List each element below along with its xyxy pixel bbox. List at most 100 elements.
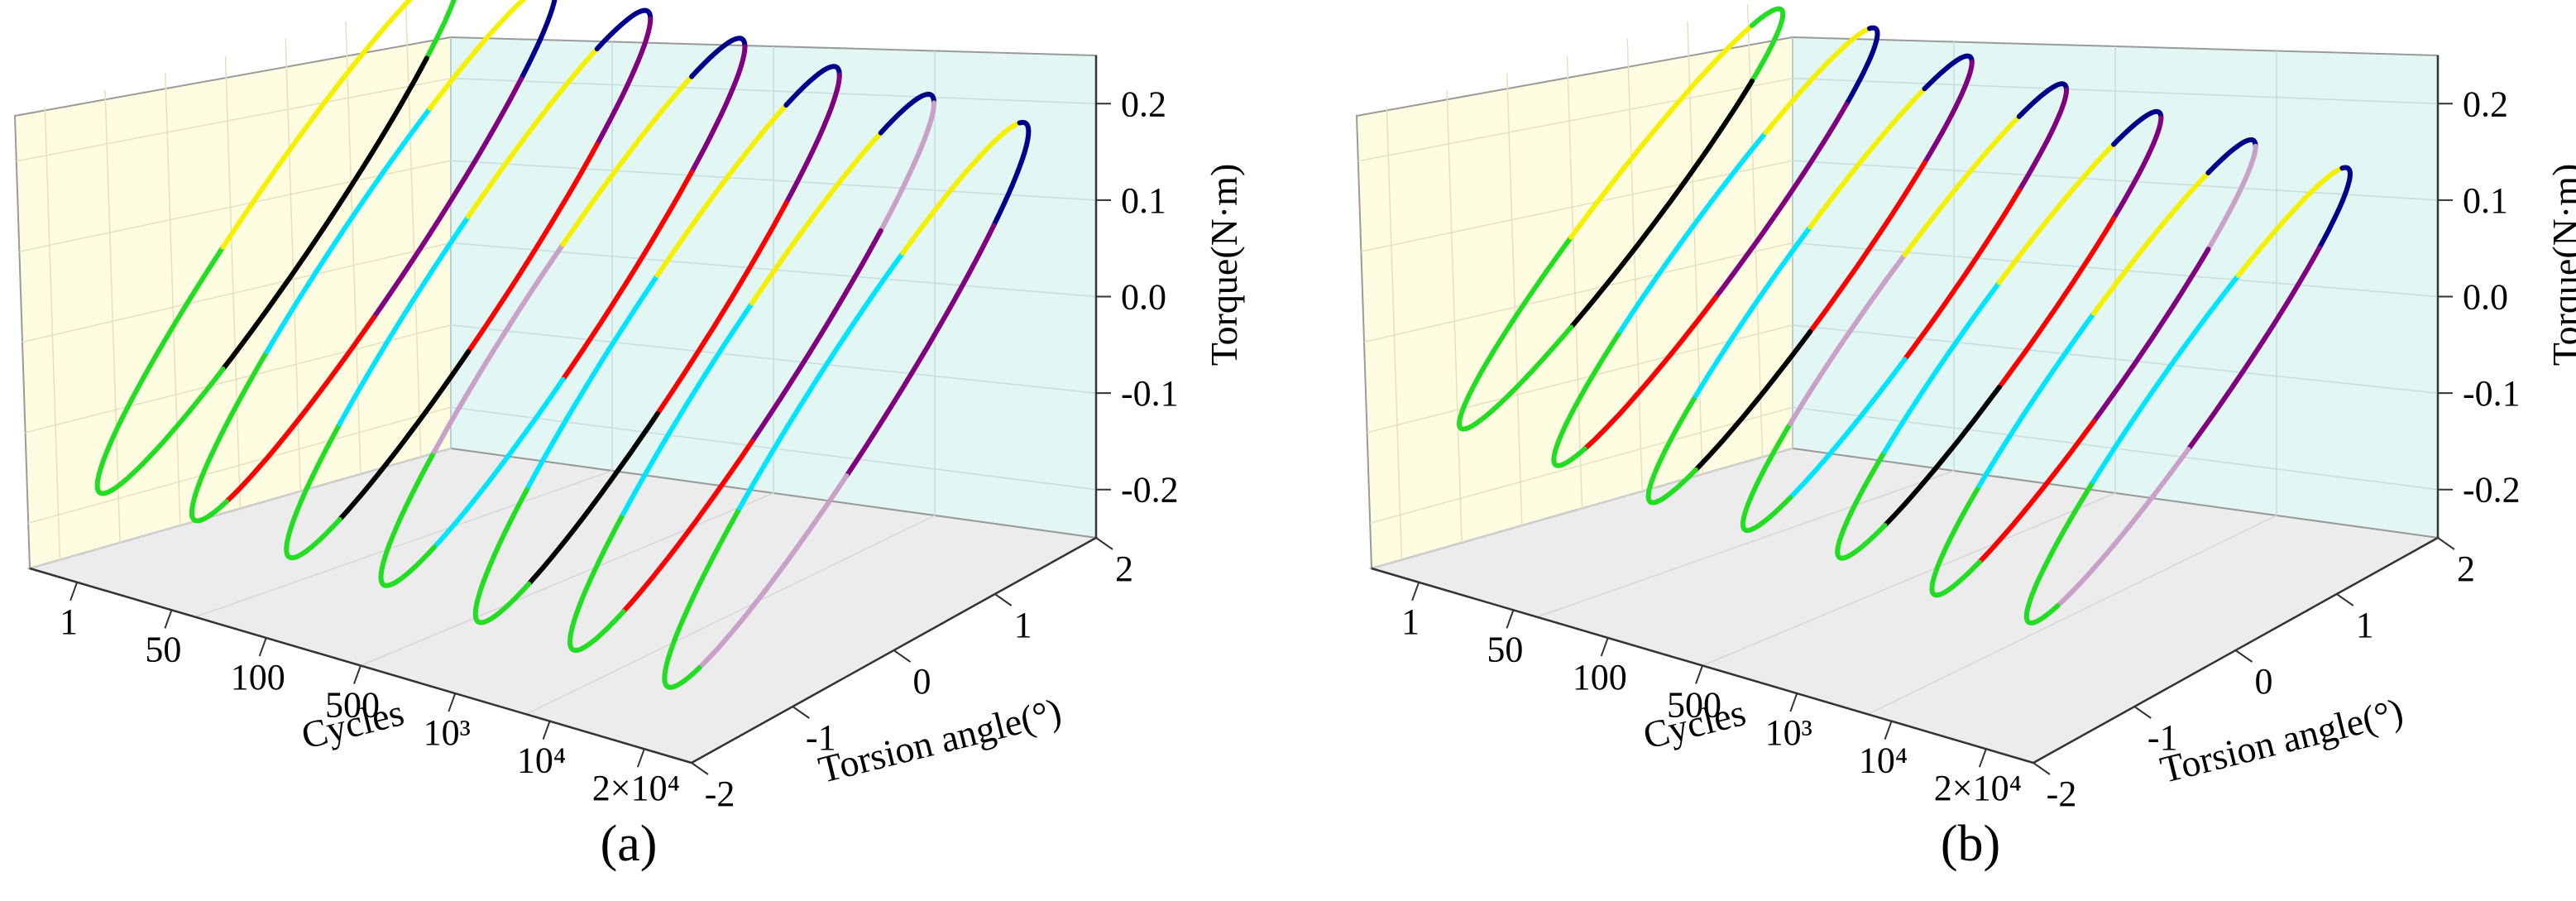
loop-4-segment <box>378 449 437 580</box>
loop-1-segment <box>220 55 429 371</box>
left-wall-gridline <box>1386 107 1403 560</box>
loop-5-segment <box>1835 523 1888 561</box>
loop-6-segment <box>2205 137 2258 175</box>
loop-6-segment <box>2091 247 2211 424</box>
torsion-tick <box>994 593 1013 606</box>
panel-caption: (a) <box>601 816 658 872</box>
loop-7-segment <box>697 473 850 671</box>
left-wall-gridline <box>224 55 242 509</box>
cycles-tick-label: 1 <box>1401 601 1420 642</box>
cycles-tick <box>1411 582 1420 601</box>
loop-6-segment <box>1976 419 2097 565</box>
loop-6-segment <box>749 130 883 306</box>
torque-tick-label: 0.2 <box>1121 84 1166 124</box>
loop-1-segment <box>94 244 226 488</box>
torque-tick-label: -0.2 <box>2463 470 2521 510</box>
loop-2-segment <box>1582 295 1718 452</box>
torsion-tick-label: -1 <box>806 717 836 758</box>
loop-4-segment <box>2016 87 2070 194</box>
torque-tick-label: 0.0 <box>2463 277 2508 318</box>
loop-4-segment <box>1788 252 1908 426</box>
loop-6-segment <box>567 609 626 654</box>
loop-2-segment <box>1844 25 1880 107</box>
loop-4-segment <box>2016 81 2070 119</box>
torque-tick-label: 0.1 <box>1121 180 1166 221</box>
loop-4-segment <box>378 544 437 588</box>
left-wall-gridline <box>1370 406 1793 525</box>
cycles-tick-label: 500 <box>1667 685 1721 726</box>
loop-3-segment <box>1808 160 1927 334</box>
loop-5-segment <box>1882 280 2002 454</box>
torsion-tick-label: 0 <box>2255 661 2273 702</box>
loop-7-segment <box>991 119 1032 228</box>
loop-3-segment <box>1693 328 1813 472</box>
loop-1-segment <box>94 367 226 496</box>
loop-5-segment <box>526 272 660 489</box>
loop-7-segment <box>844 223 997 479</box>
torque-tick-label: 0.2 <box>2463 84 2508 124</box>
loop-5-segment <box>1996 141 2117 285</box>
loop-3-segment <box>1693 224 1813 399</box>
torque-axis-title: Torque(N·m) <box>1203 164 1245 367</box>
loop-5-segment <box>526 411 660 587</box>
cycles-tick <box>1789 693 1798 712</box>
cycles-tick-label: 1 <box>60 601 78 642</box>
cycles-tick-label: 10³ <box>1765 712 1812 753</box>
loop-2-segment <box>519 0 558 82</box>
loop-6-segment <box>878 91 937 136</box>
torsion-tick <box>691 762 709 775</box>
cycles-tick <box>448 693 457 712</box>
loop-5-segment <box>654 200 789 417</box>
left-wall-gridline <box>1363 242 1793 343</box>
cycles-tick-label: 2×10⁴ <box>1934 768 2022 808</box>
loop-3-segment <box>466 141 600 354</box>
loop-6-segment <box>1929 483 1982 592</box>
cycles-tick-label: 50 <box>145 629 181 669</box>
torque-tick-label: -0.1 <box>2463 373 2521 414</box>
loop-3-segment <box>466 46 600 219</box>
left-wall-gridline <box>1687 22 1703 475</box>
torsion-tick-label: -2 <box>2047 774 2077 814</box>
torque-tick-label: -0.1 <box>1121 373 1179 414</box>
torsion-tick <box>893 649 912 663</box>
cycles-tick-label: 10⁴ <box>517 740 566 781</box>
loop-5-segment <box>654 103 789 278</box>
loop-4-segment <box>689 44 748 175</box>
loop-5-segment <box>472 483 532 616</box>
torsion-tick <box>2336 593 2354 606</box>
loop-5-segment <box>2111 108 2164 147</box>
floor-gridline <box>1536 470 1955 618</box>
left-wall-gridline <box>405 4 422 458</box>
loop-5-segment <box>1835 448 1888 555</box>
loop-1-segment <box>1457 234 1574 427</box>
left-wall-gridline <box>1357 77 1793 162</box>
torsion-tick <box>792 706 810 719</box>
cycles-tick <box>353 665 362 684</box>
loop-7-segment <box>2316 165 2353 251</box>
loop-2-segment <box>1618 130 1769 333</box>
loop-6-segment <box>2205 143 2258 252</box>
loop-3-segment <box>1645 467 1698 506</box>
loop-4-segment <box>431 376 566 550</box>
loop-3-segment <box>594 16 654 147</box>
loop-7-segment <box>2023 479 2096 620</box>
torsion-axis-title: Torsion angle(°) <box>2157 690 2407 791</box>
loop-4-segment <box>1740 495 1793 533</box>
torsion-tick-label: 1 <box>1014 605 1032 645</box>
left-wall-gridline <box>104 89 121 543</box>
loop-5-segment <box>472 581 532 625</box>
torque-tick-label: 0.0 <box>1121 277 1166 318</box>
left-wall-gridline <box>345 22 362 475</box>
loop-4-segment <box>560 170 695 382</box>
loop-3-segment <box>1808 86 1927 230</box>
torsion-tick <box>2133 706 2152 719</box>
floor-gridline <box>194 470 613 618</box>
left-wall-gridline <box>1367 324 1793 434</box>
loop-6-segment <box>749 228 883 444</box>
cycles-tick <box>164 610 173 629</box>
loop-2-segment <box>1551 328 1623 462</box>
loop-3-segment <box>1922 60 1975 165</box>
left-wall-gridline <box>44 107 61 560</box>
torsion-tick <box>2437 537 2455 550</box>
